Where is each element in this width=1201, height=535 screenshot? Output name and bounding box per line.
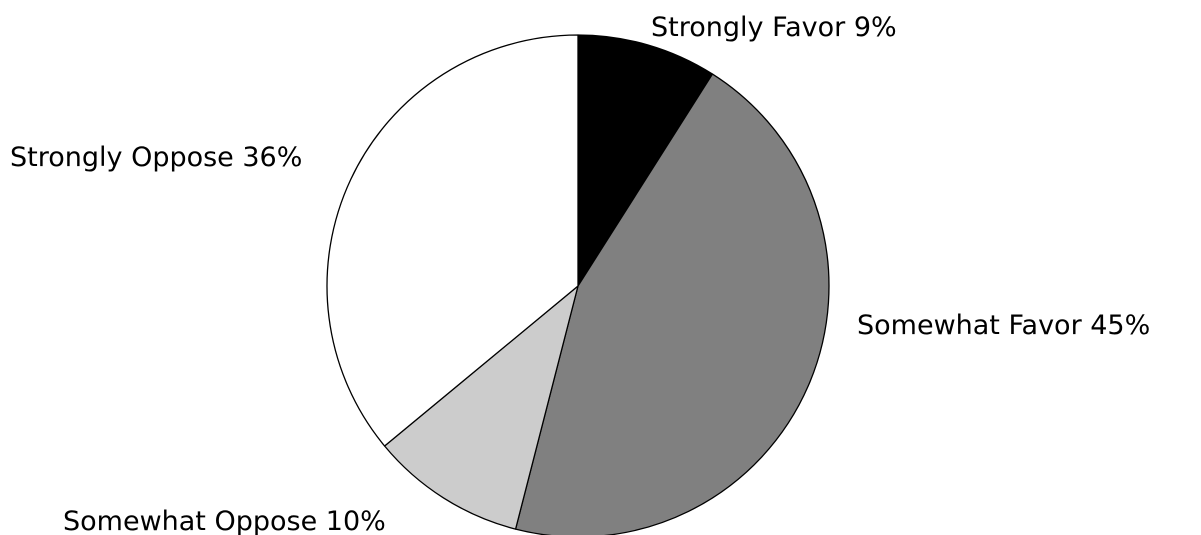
pie-slices	[326, 34, 830, 535]
pie-slice-strongly-oppose	[326, 34, 579, 447]
pie-slice-strongly-favor	[577, 34, 714, 287]
slice-label-strongly-favor: Strongly Favor 9%	[651, 12, 897, 43]
slice-label-strongly-oppose: Strongly Oppose 36%	[10, 142, 302, 173]
pie-labels: Strongly Favor 9% Somewhat Favor 45% Som…	[10, 12, 1150, 535]
pie-slice-somewhat-favor	[514, 73, 830, 535]
slice-label-somewhat-favor: Somewhat Favor 45%	[857, 310, 1150, 341]
pie-slice-somewhat-oppose	[383, 285, 579, 530]
slice-label-somewhat-oppose: Somewhat Oppose 10%	[63, 506, 386, 535]
